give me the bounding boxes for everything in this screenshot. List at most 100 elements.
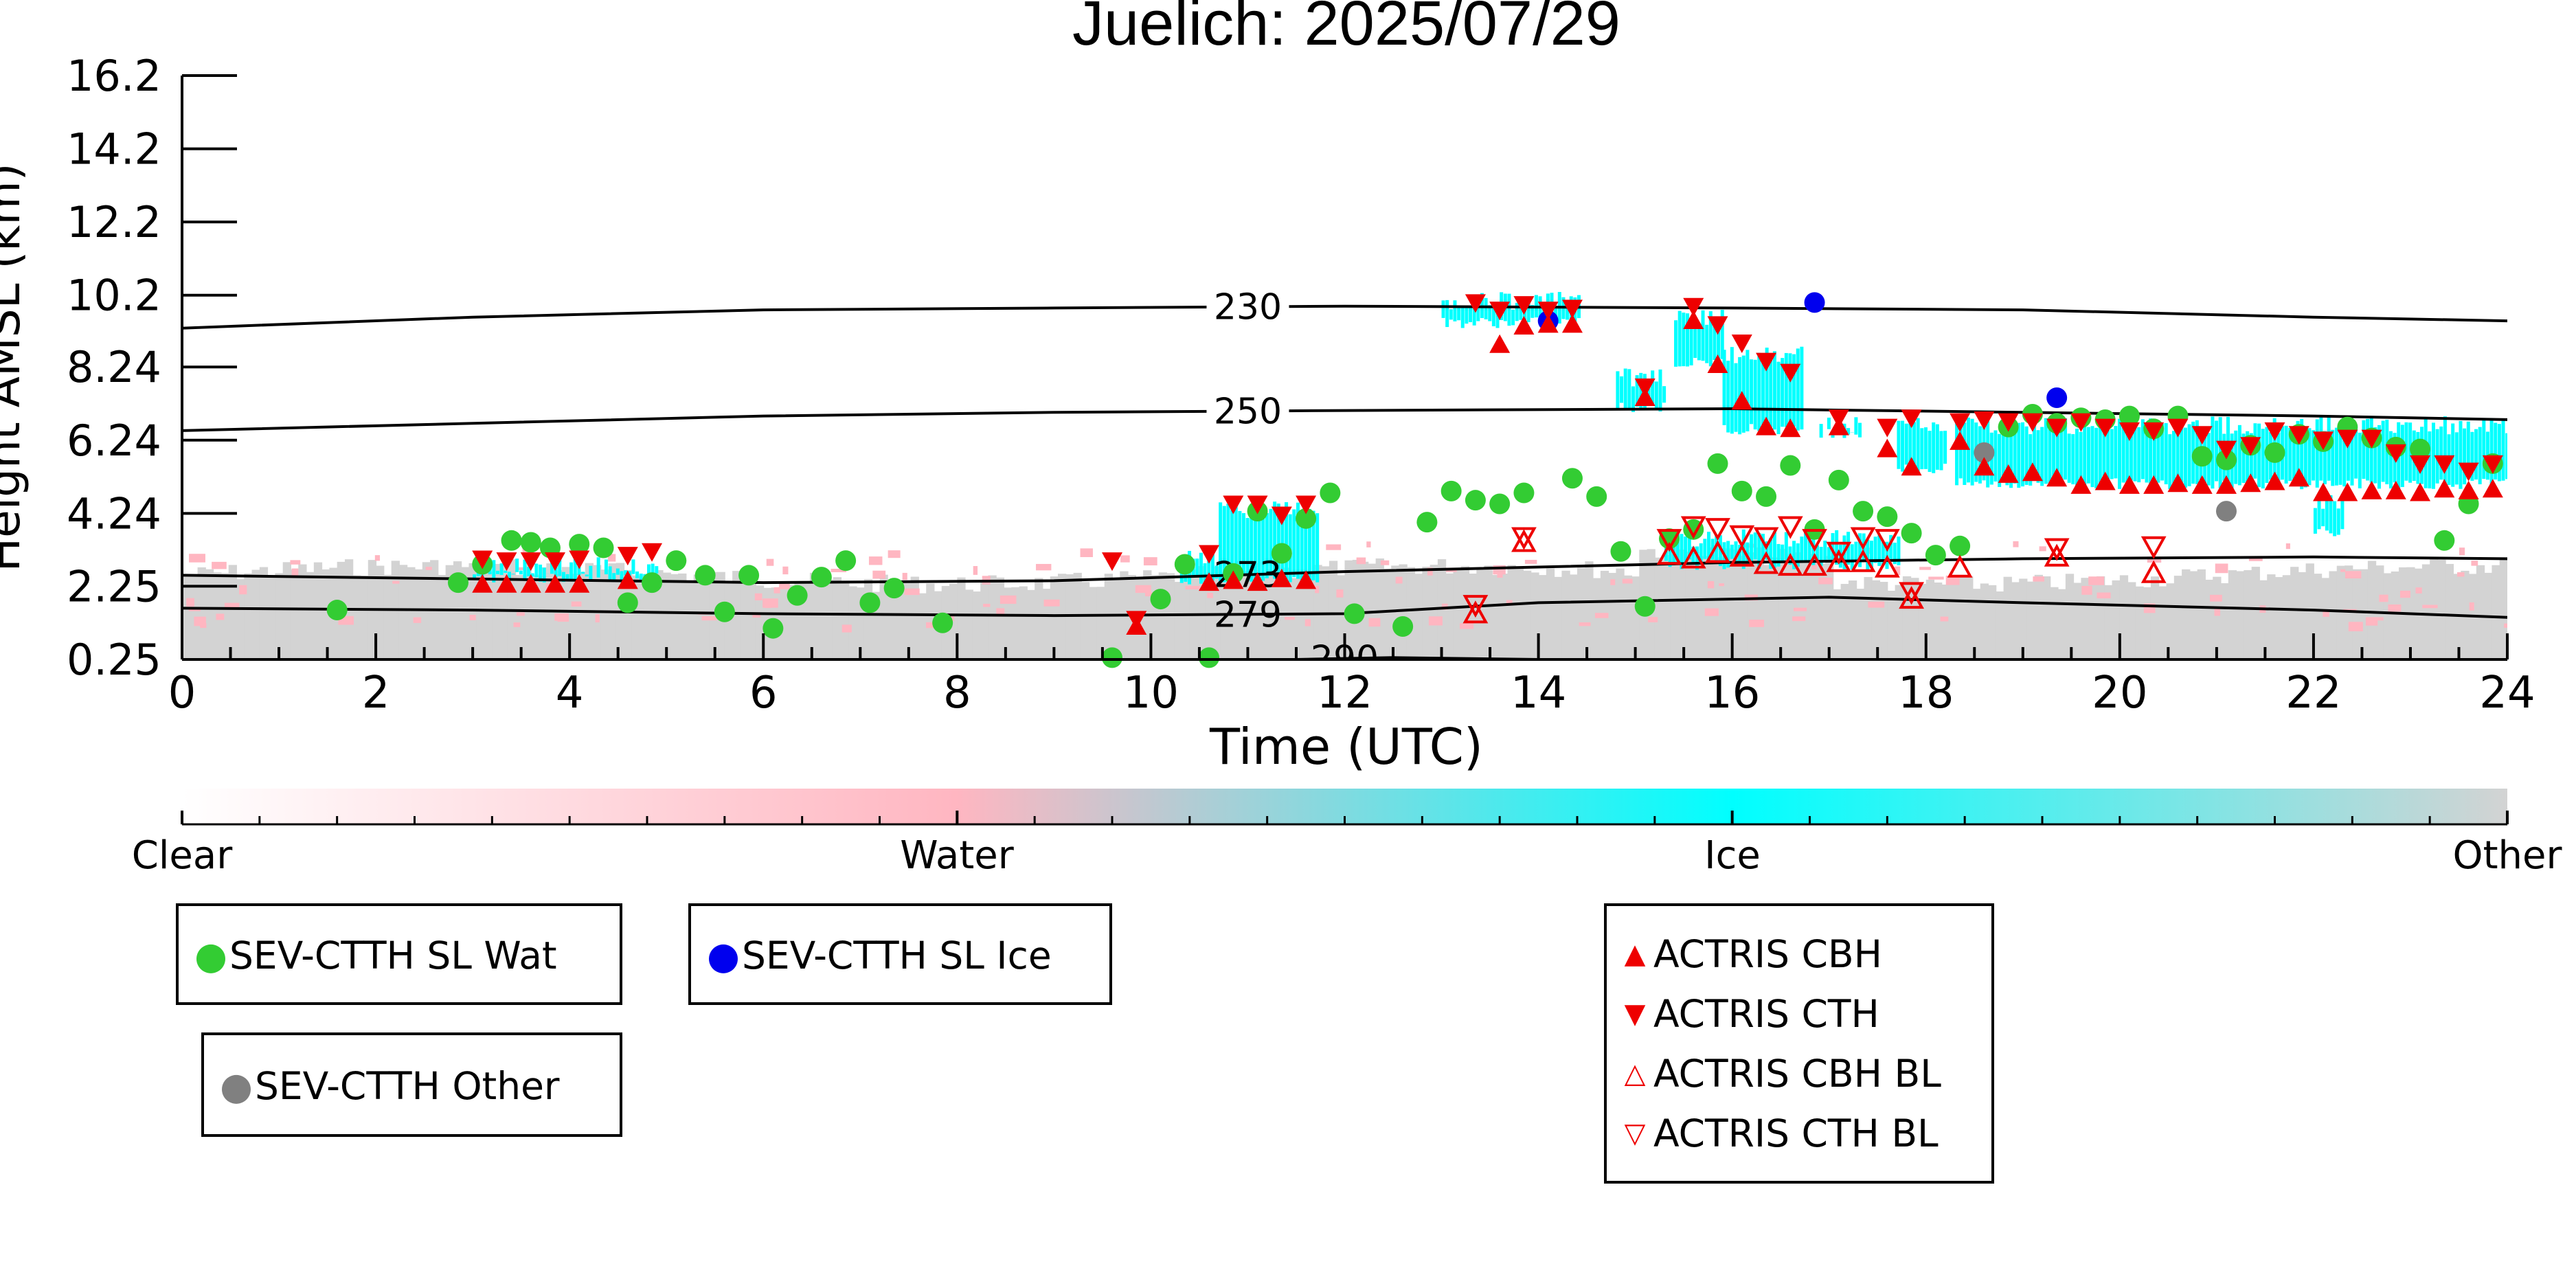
marker-sev-ctth-sl-wat <box>1440 480 1462 501</box>
marker-actris-cth <box>1634 378 1656 397</box>
curtain-ice-column <box>1662 386 1667 403</box>
curtain-ice-column <box>1800 346 1804 430</box>
curtain-other-column <box>2034 574 2043 659</box>
x-tick-label: 2 <box>362 668 390 719</box>
curtain-other-column <box>205 569 214 659</box>
curtain-ice-column <box>1526 302 1530 323</box>
curtain-ice-column <box>2325 497 2329 531</box>
curtain-ice-column <box>2300 418 2304 490</box>
curtain-ice-column <box>1699 543 1703 563</box>
curtain-water-speck <box>1792 616 1806 622</box>
curtain-ice-column <box>1943 431 1947 464</box>
curtain-ice-column <box>1730 544 1734 559</box>
marker-sev-ctth-sl-wat <box>1199 647 1220 668</box>
marker-actris-cth <box>545 552 566 572</box>
curtain-other-column <box>383 574 392 659</box>
curtain-other-column <box>1864 577 1873 659</box>
curtain-water-speck <box>1428 616 1443 626</box>
marker-actris-cth <box>1950 413 1971 432</box>
curtain-ice-column <box>2340 495 2345 530</box>
curtain-ice-column <box>2346 426 2350 481</box>
curtain-ice-column <box>2246 431 2250 484</box>
marker-actris-cbh-bl <box>1462 600 1489 624</box>
curtain-other-column <box>1623 575 1632 659</box>
marker-actris-cth-bl <box>1656 529 1682 552</box>
curtain-other-column <box>515 575 524 659</box>
legend-label-cth: ACTRIS CTH <box>1653 992 1879 1036</box>
curtain-water-speck <box>1356 557 1366 565</box>
curtain-ice-column <box>1873 536 1877 563</box>
curtain-other-column <box>686 581 694 659</box>
curtain-ice-column <box>1858 533 1862 567</box>
marker-sev-ctth-sl-wat <box>1828 469 1849 490</box>
marker-sev-ctth-sl-wat <box>2264 442 2285 463</box>
curtain-ice-column <box>2459 420 2463 489</box>
curtain-other-column <box>2003 576 2012 659</box>
marker-actris-cth <box>617 547 638 566</box>
curtain-ice-column <box>2005 423 2009 486</box>
marker-actris-cth-bl <box>1462 595 1489 618</box>
curtain-water-speck <box>291 568 299 578</box>
marker-sev-ctth-sl-wat <box>811 567 832 588</box>
marker-actris-cbh <box>617 570 638 589</box>
marker-actris-cth <box>1247 495 1268 515</box>
curtain-ice-column <box>635 571 640 578</box>
curtain-ice-column <box>507 572 511 580</box>
curtain-ice-column <box>2013 427 2017 484</box>
curtain-water-speck <box>752 614 761 618</box>
curtain-ice-column <box>1831 433 1835 438</box>
curtain-ice-column <box>2071 433 2075 485</box>
marker-sev-ctth-sl-wat <box>2119 405 2140 427</box>
marker-actris-cth <box>2143 422 2165 441</box>
curtain-ice-column <box>589 565 593 582</box>
curtain-ice-column <box>1241 512 1245 576</box>
curtain-ice-column <box>1689 326 1693 365</box>
curtain-other-column <box>2143 587 2151 659</box>
curtain-ice-column <box>1750 534 1754 566</box>
marker-actris-cth-bl <box>1826 541 1852 565</box>
curtain-ice-column <box>2312 430 2316 481</box>
curtain-ice-column <box>1958 425 1963 479</box>
curtain-other-column <box>2421 564 2431 659</box>
curtain-water-speck <box>2504 623 2507 628</box>
curtain-ice-column <box>1639 372 1643 410</box>
x-tick-label: 22 <box>2285 668 2341 719</box>
marker-sev-ctth-sl-wat <box>932 612 953 633</box>
curtain-other-column <box>2042 576 2051 659</box>
curtain-other-column <box>236 579 245 659</box>
marker-actris-cbh <box>1247 572 1268 591</box>
curtain-other-column <box>1422 567 1431 659</box>
legend-label-cbh: ACTRIS CBH <box>1653 932 1882 976</box>
curtain-water-speck <box>1315 586 1320 594</box>
curtain-other-column <box>1391 565 1400 659</box>
curtain-water-speck <box>841 624 852 633</box>
curtain-ice-column <box>2149 418 2153 488</box>
curtain-water-speck <box>413 617 422 623</box>
legend-circle-gray-icon: ● <box>220 1064 253 1108</box>
curtain-ice-column <box>2261 429 2265 489</box>
curtain-ice-column <box>1304 512 1308 574</box>
curtain-ice-column <box>561 572 565 583</box>
curtain-ice-column <box>2176 418 2180 484</box>
curtain-other-column <box>2127 582 2136 659</box>
curtain-water-speck <box>1648 617 1658 622</box>
curtain-other-column <box>2150 576 2160 659</box>
marker-actris-cbh-bl <box>1680 545 1706 569</box>
curtain-ice-column <box>1784 352 1788 427</box>
curtain-other-column <box>1406 567 1416 659</box>
curtain-ice-column <box>624 570 628 576</box>
curtain-other-column <box>1608 573 1617 659</box>
marker-sev-ctth-sl-wat <box>1271 543 1292 564</box>
curtain-other-column <box>1717 557 1726 659</box>
curtain-other-column <box>1577 567 1586 659</box>
curtain-ice-column <box>2331 429 2335 486</box>
curtain-ice-column <box>1753 359 1757 430</box>
x-tick-label: 10 <box>1123 668 1179 719</box>
curtain-ice-column <box>1697 326 1701 361</box>
curtain-other-column <box>2313 574 2323 659</box>
marker-actris-cth <box>2337 429 2358 449</box>
curtain-other-column <box>1817 563 1827 659</box>
curtain-water-speck <box>1395 576 1403 584</box>
marker-actris-cbh <box>569 574 590 593</box>
marker-actris-cth <box>1877 418 1898 438</box>
